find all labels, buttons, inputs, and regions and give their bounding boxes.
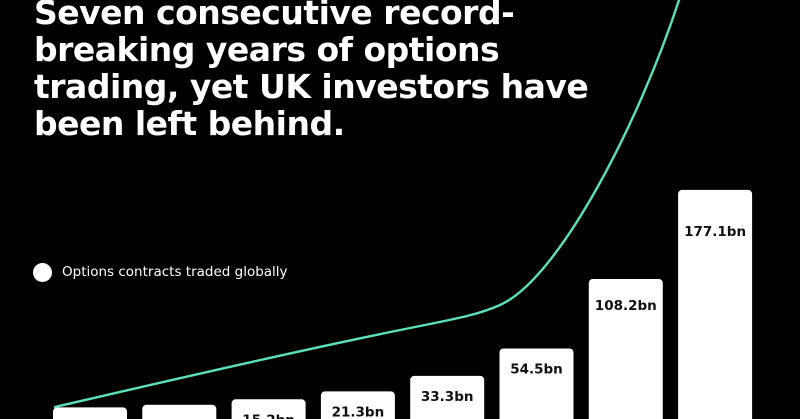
bar-8 xyxy=(678,189,753,419)
bar-value-label-7: 108.2bn xyxy=(595,298,657,314)
bar-7 xyxy=(588,279,663,419)
bars-group xyxy=(53,189,753,419)
bar-value-label-3: 15.2bn xyxy=(242,412,295,419)
headline: Seven consecutive record-breaking years … xyxy=(34,0,589,143)
bar-value-label-5: 33.3bn xyxy=(421,389,474,405)
bar-labels-group: 15.2bn 21.3bn 33.3bn 54.5bn 108.2bn 177.1bn xyxy=(242,224,746,419)
legend-swatch-icon xyxy=(33,262,52,282)
bar-3 xyxy=(231,399,306,419)
bar-4 xyxy=(320,391,395,419)
legend: Options contracts traded globally xyxy=(33,261,288,283)
bar-6 xyxy=(499,348,574,419)
legend-label: Options contracts traded globally xyxy=(62,264,288,280)
bar-value-label-8: 177.1bn xyxy=(684,224,746,240)
bar-value-label-4: 21.3bn xyxy=(332,404,385,419)
bar-1 xyxy=(53,407,127,419)
bar-value-label-6: 54.5bn xyxy=(510,362,563,378)
bar-2 xyxy=(142,404,217,419)
trend-line xyxy=(53,0,681,409)
bar-5 xyxy=(410,375,485,419)
